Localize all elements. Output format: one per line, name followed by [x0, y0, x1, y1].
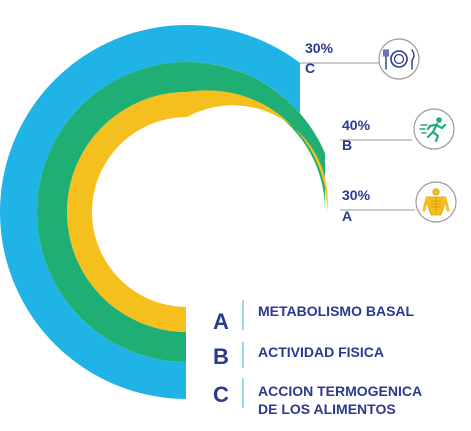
- rings-group: [0, 25, 328, 399]
- plate-cutlery-icon: [383, 49, 415, 70]
- series-code: C: [305, 60, 315, 76]
- legend: A METABOLISMO BASAL B ACTIVIDAD FISICA C ACCI…: [213, 300, 422, 417]
- legend-letter: C: [213, 382, 229, 407]
- legend-label: DE LOS ALIMENTOS: [258, 401, 396, 417]
- legend-item-b: B ACTIVIDAD FISICA: [213, 342, 384, 369]
- human-body-icon: [422, 188, 450, 216]
- legend-letter: A: [213, 309, 229, 334]
- series-code: A: [342, 208, 352, 224]
- series-code: B: [342, 137, 352, 153]
- percent-label: 30%: [305, 40, 334, 56]
- legend-label: ACCION TERMOGENICA: [258, 383, 422, 399]
- legend-letter: B: [213, 344, 229, 369]
- icon-circle: [378, 38, 420, 80]
- callouts-group: 30% C 40% B 30% A: [300, 38, 457, 224]
- callout-b: 40% B: [340, 108, 455, 153]
- callout-a: 30% A: [340, 181, 457, 224]
- legend-label: METABOLISMO BASAL: [258, 303, 415, 319]
- ring-c: [0, 25, 300, 399]
- percent-label: 30%: [342, 187, 371, 203]
- callout-c: 30% C: [300, 38, 420, 80]
- legend-item-c: C ACCION TERMOGENICA DE LOS ALIMENTOS: [213, 378, 422, 417]
- legend-label: ACTIVIDAD FISICA: [258, 344, 384, 360]
- percent-label: 40%: [342, 117, 371, 133]
- running-person-icon: [419, 117, 447, 143]
- legend-item-a: A METABOLISMO BASAL: [213, 300, 415, 334]
- legend-panel: [186, 292, 471, 431]
